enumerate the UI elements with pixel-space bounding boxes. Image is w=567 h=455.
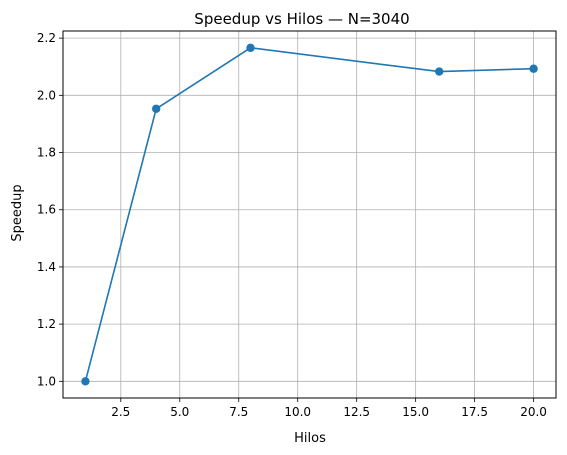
x-tick-label: 10.0 [284, 405, 311, 419]
x-tick-label: 15.0 [402, 405, 429, 419]
y-tick-label: 1.4 [37, 260, 56, 274]
x-tick-label: 17.5 [461, 405, 488, 419]
y-tick-label: 1.0 [37, 374, 56, 388]
y-tick-label: 1.6 [37, 203, 56, 217]
data-point [435, 67, 443, 75]
x-tick-label: 20.0 [520, 405, 547, 419]
y-tick-label: 1.8 [37, 146, 56, 160]
data-point [152, 105, 160, 113]
x-tick-label: 7.5 [229, 405, 248, 419]
x-tick-label: 5.0 [170, 405, 189, 419]
ticks: 2.5 5.0 7.5 10.0 12.5 15.0 17.5 20.0 1.0 1.2 1.4 1.… [37, 31, 547, 419]
x-axis-title: Hilos [294, 431, 326, 446]
y-tick-label: 1.2 [37, 317, 56, 331]
series-line [85, 48, 533, 382]
chart-title: Speedup vs Hilos — N=3040 [194, 10, 409, 28]
y-tick-label: 2.2 [37, 31, 56, 45]
y-tick-label: 2.0 [37, 88, 56, 102]
data-point [246, 44, 254, 52]
grid [63, 31, 556, 398]
plot-frame [63, 31, 556, 398]
data-point [529, 65, 537, 73]
data-point [81, 377, 89, 385]
x-tick-label: 12.5 [343, 405, 370, 419]
x-tick-label: 2.5 [111, 405, 130, 419]
y-axis-title: Speedup [10, 184, 25, 241]
